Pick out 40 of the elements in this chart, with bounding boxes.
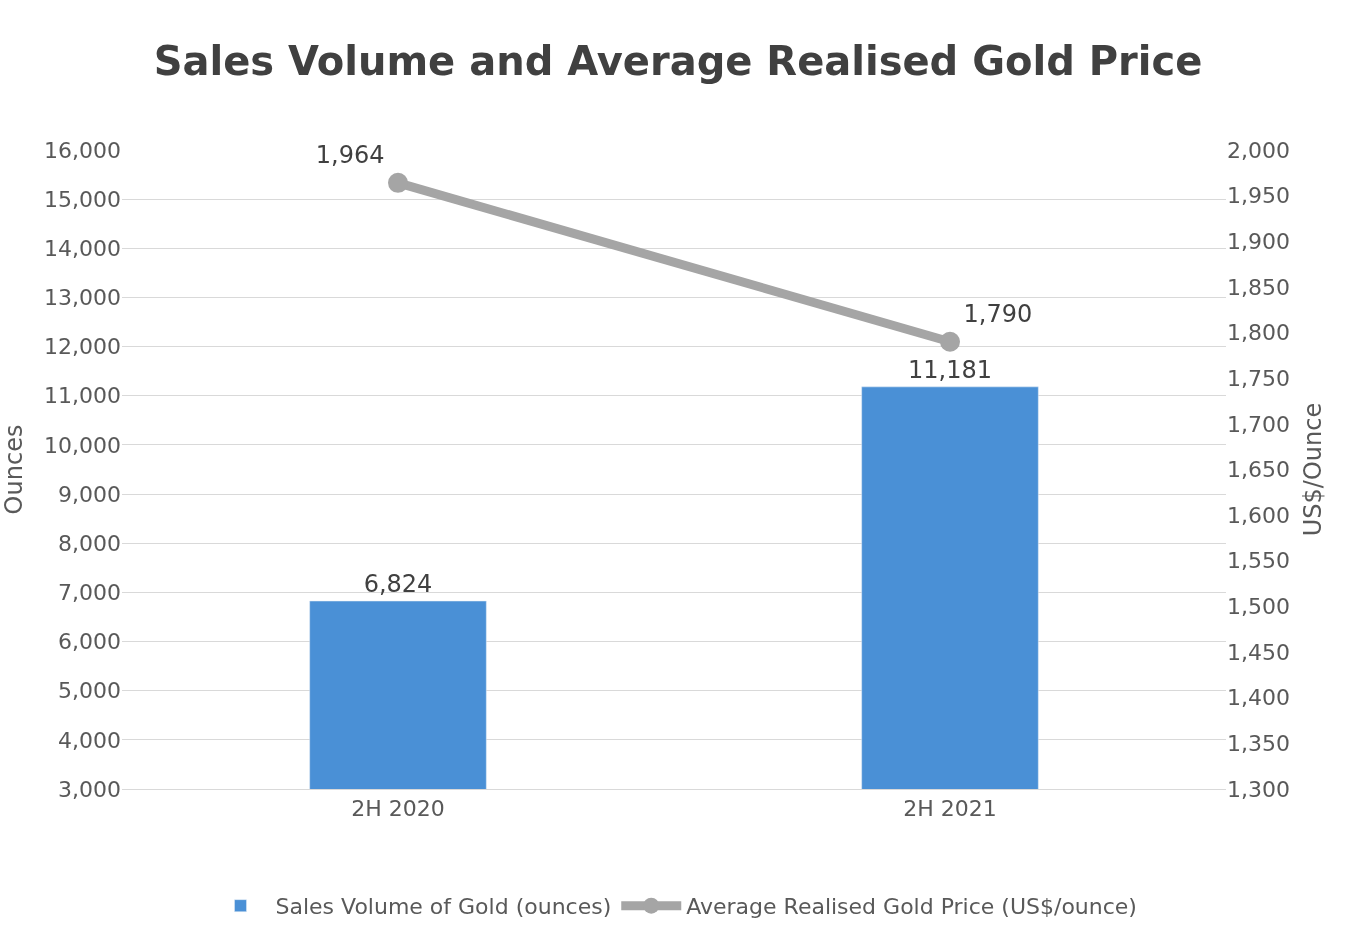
legend-label: Sales Volume of Gold (ounces) <box>275 894 612 920</box>
y2-tick-label: 1,550 <box>1227 548 1290 574</box>
x-tick-label: 2H 2020 <box>351 796 445 822</box>
y-tick-label: 8,000 <box>58 530 121 556</box>
y2-tick-label: 1,850 <box>1227 274 1290 300</box>
chart-title: Sales Volume and Average Realised Gold Price <box>153 37 1203 84</box>
y-tick-label: 15,000 <box>44 186 121 212</box>
y2-tick-label: 1,750 <box>1227 365 1290 391</box>
y2-tick-label: 1,450 <box>1227 639 1290 665</box>
y2-tick-label: 1,700 <box>1227 411 1290 437</box>
y-tick-label: 3,000 <box>58 776 121 802</box>
y2-tick-label: 1,900 <box>1227 228 1290 254</box>
y2-axis-title: US$/Ounce <box>1299 402 1328 537</box>
y-tick-label: 5,000 <box>58 678 121 704</box>
y-tick-label: 7,000 <box>58 580 121 606</box>
y-tick-label: 4,000 <box>58 727 121 753</box>
y2-tick-label: 1,300 <box>1227 776 1290 802</box>
y2-tick-label: 1,650 <box>1227 457 1290 483</box>
y2-tick-label: 1,800 <box>1227 320 1290 346</box>
data-label: 6,824 <box>363 570 433 599</box>
y-tick-label: 6,000 <box>58 629 121 655</box>
data-label: 1,964 <box>315 141 385 170</box>
y-tick-label: 13,000 <box>44 285 121 311</box>
y2-tick-label: 2,000 <box>1227 137 1290 163</box>
y2-tick-label: 1,600 <box>1227 502 1290 528</box>
y-axis-title: Ounces <box>0 424 28 515</box>
legend-label: Average Realised Gold Price (US$/ounce) <box>686 894 1137 920</box>
y2-tick-label: 1,500 <box>1227 594 1290 620</box>
y-tick-label: 10,000 <box>44 432 121 458</box>
x-tick-label: 2H 2021 <box>903 796 997 822</box>
y-tick-label: 9,000 <box>58 481 121 507</box>
y-tick-label: 16,000 <box>44 137 121 163</box>
y-tick-label: 12,000 <box>44 334 121 360</box>
y2-tick-label: 1,950 <box>1227 183 1290 209</box>
y2-tick-label: 1,350 <box>1227 731 1290 757</box>
data-label: 1,790 <box>963 300 1033 329</box>
y-tick-label: 11,000 <box>44 383 121 409</box>
y-tick-label: 14,000 <box>44 236 121 262</box>
y2-tick-label: 1,400 <box>1227 685 1290 711</box>
data-label: 11,181 <box>908 355 992 384</box>
